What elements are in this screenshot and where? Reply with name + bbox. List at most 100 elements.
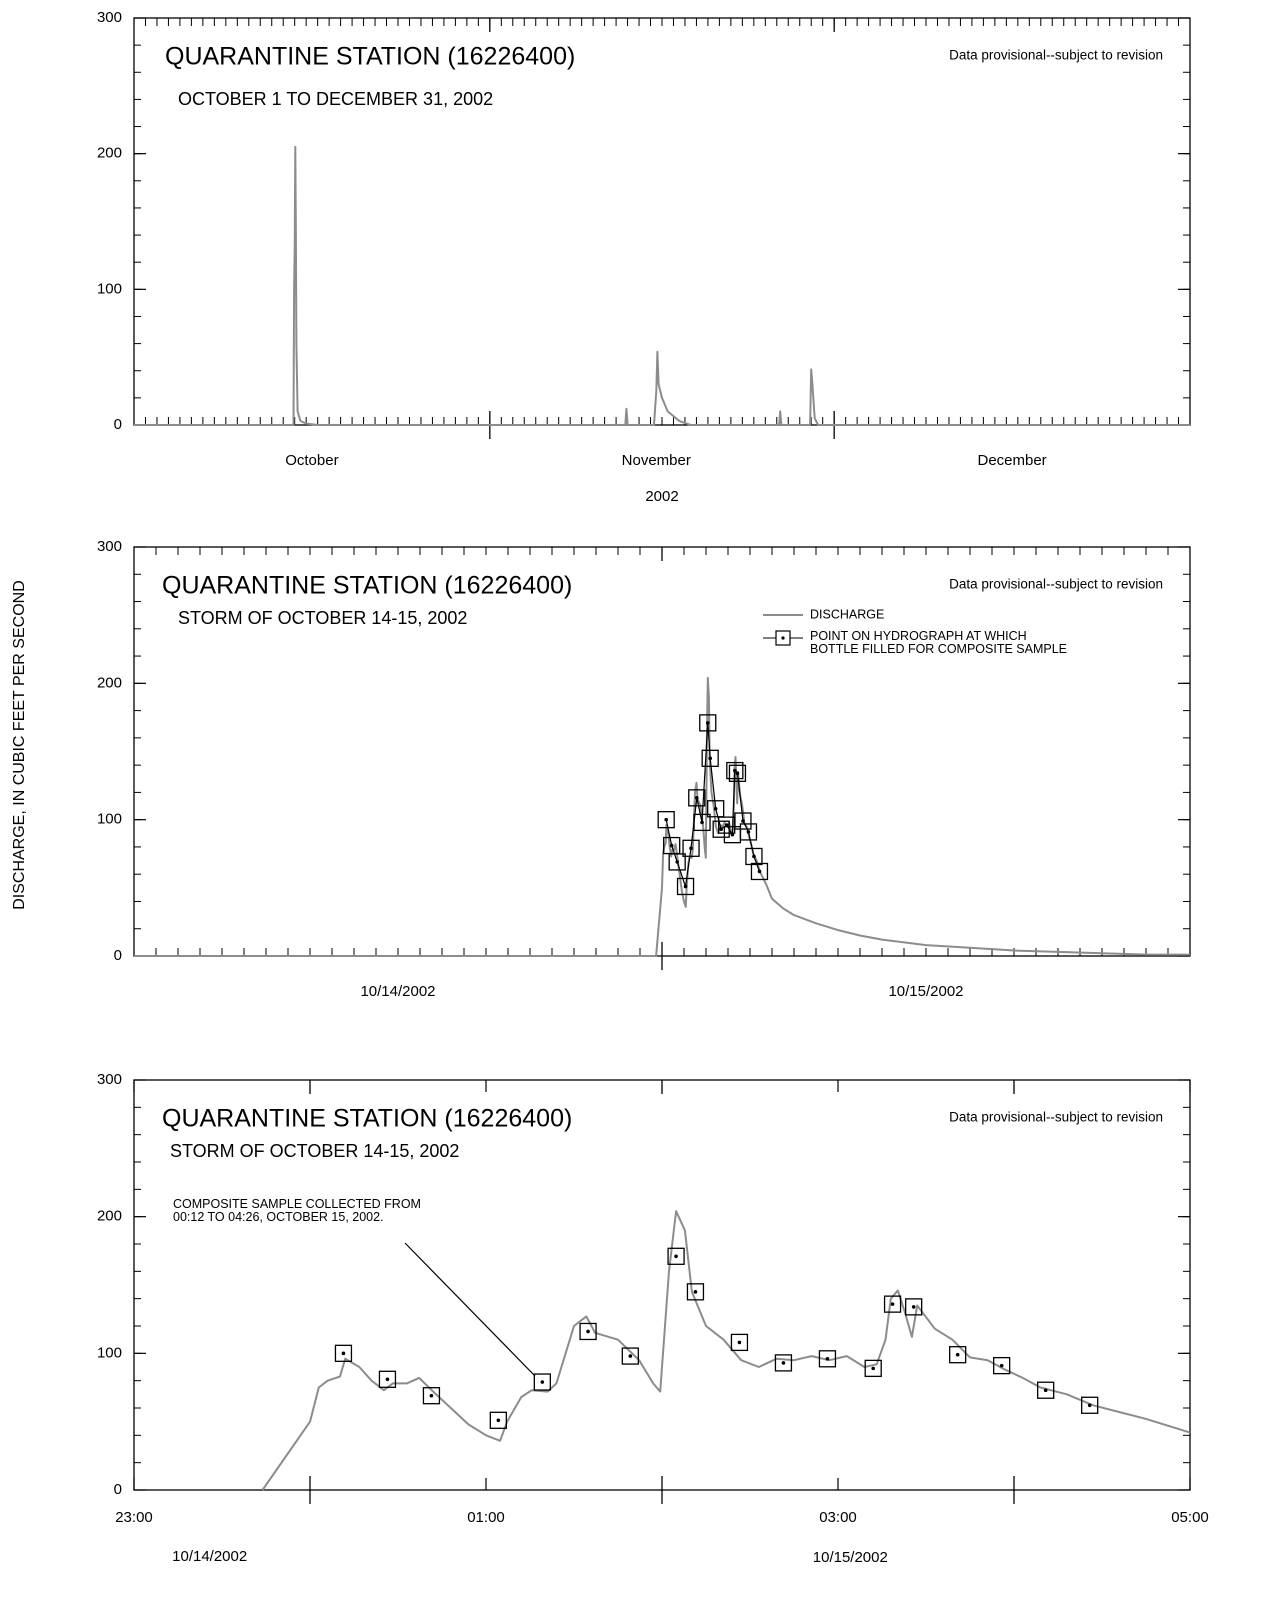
sample-dot	[675, 860, 679, 864]
sample-dot	[700, 820, 704, 825]
sample-point	[657, 811, 675, 829]
sample-dot	[871, 1366, 875, 1371]
sample-point	[734, 812, 752, 830]
sample-point	[745, 847, 763, 866]
panel-subtitle: STORM OF OCTOBER 14-15, 2002	[178, 608, 467, 628]
sample-point	[750, 862, 769, 881]
sample-point	[774, 1354, 793, 1372]
sample-point	[707, 800, 725, 818]
sample-dot	[741, 819, 745, 823]
sample-dot	[737, 1340, 742, 1345]
sample-point	[818, 1350, 837, 1368]
sample-point	[728, 764, 747, 782]
x-tick-label: 23:00	[115, 1509, 153, 1526]
series-group	[261, 1210, 1191, 1491]
sample-point	[676, 877, 695, 896]
legend-label: DISCHARGE	[810, 607, 884, 621]
sample-dot	[825, 1357, 830, 1361]
x-tick-label: 10/14/2002	[360, 983, 435, 1000]
discharge-line	[134, 145, 1190, 426]
sample-point	[949, 1346, 967, 1364]
x-tick-label: 01:00	[467, 1509, 505, 1526]
annotation-box: COMPOSITE SAMPLE COLLECTED FROM 00:12 TO…	[173, 1198, 421, 1224]
y-tick-label: 100	[97, 1344, 122, 1361]
sample-dot	[955, 1352, 960, 1357]
plot-frame	[133, 17, 1191, 426]
sample-dot	[694, 796, 699, 800]
sample-point	[993, 1356, 1011, 1375]
sample-dot	[705, 721, 710, 725]
sample-dot	[757, 869, 762, 874]
sample-point	[905, 1298, 923, 1316]
sample-dot	[730, 832, 735, 837]
sample-dot	[540, 1380, 545, 1384]
discharge-line	[261, 1210, 1191, 1491]
panel-subtitle: STORM OF OCTOBER 14-15, 2002	[170, 1141, 459, 1161]
sample-dot	[429, 1393, 434, 1398]
sample-dot	[669, 843, 674, 848]
sample-point	[1081, 1396, 1099, 1414]
panel-note: Data provisional--subject to revision	[949, 577, 1163, 592]
sample-point	[693, 813, 711, 832]
y-tick-label: 100	[97, 811, 122, 828]
sample-dot	[911, 1305, 916, 1309]
sample-dot	[341, 1351, 346, 1356]
sample-point	[864, 1359, 882, 1378]
sample-point	[730, 1333, 749, 1352]
sample-point	[579, 1322, 597, 1341]
y-tick-label: 200	[97, 674, 122, 691]
sample-dot	[1087, 1403, 1092, 1408]
panel-title: QUARANTINE STATION (16226400)	[165, 43, 575, 71]
sample-point	[422, 1387, 441, 1405]
x-tick-label: December	[977, 452, 1046, 469]
sample-point	[682, 839, 700, 857]
x-date-label: 10/15/2002	[813, 1549, 888, 1566]
y-tick-label: 300	[97, 538, 122, 555]
sample-dot	[781, 1361, 786, 1365]
sample-dot	[385, 1377, 390, 1382]
sample-point	[621, 1347, 639, 1365]
series-group	[134, 145, 1190, 426]
sample-dot	[586, 1329, 590, 1334]
sample-dot	[664, 817, 668, 822]
sample-dot	[752, 854, 756, 859]
sample-dot	[890, 1302, 895, 1306]
x-date-label: 10/14/2002	[172, 1548, 247, 1565]
x-tick-label: November	[622, 452, 691, 469]
y-tick-label: 200	[97, 1208, 122, 1225]
panel-title: QUARANTINE STATION (16226400)	[162, 572, 572, 600]
sample-point	[712, 820, 730, 838]
panel-title: QUARANTINE STATION (16226400)	[162, 1105, 572, 1133]
panel-note: Data provisional--subject to revision	[949, 48, 1163, 63]
y-tick-label: 0	[114, 416, 122, 433]
sample-dot	[683, 884, 688, 889]
sample-dot	[713, 806, 718, 811]
sample-dot	[689, 846, 693, 851]
sample-point	[378, 1370, 397, 1388]
sample-point	[668, 853, 686, 871]
x-tick-label: October	[285, 452, 338, 469]
x-tick-label: 10/15/2002	[888, 983, 963, 1000]
sample-dot	[708, 756, 712, 761]
y-tick-label: 200	[97, 145, 122, 162]
sample-dot	[693, 1290, 698, 1294]
legend-label: POINT ON HYDROGRAPH AT WHICH BOTTLE FILL…	[810, 630, 1067, 656]
sample-point	[699, 714, 717, 732]
sample-point	[883, 1295, 902, 1313]
sample-point	[686, 1283, 705, 1301]
x-tick-label: 03:00	[819, 1509, 857, 1526]
y-tick-label: 0	[114, 1481, 122, 1498]
sample-dot	[735, 771, 740, 776]
sample-point	[334, 1344, 353, 1362]
x-axis-label: 2002	[645, 488, 678, 505]
sample-point	[739, 823, 758, 841]
legend-label-box: POINT ON HYDROGRAPH AT WHICH BOTTLE FILL…	[810, 630, 1067, 656]
sample-point	[726, 761, 744, 780]
y-tick-label: 300	[97, 9, 122, 26]
y-axis-label: DISCHARGE, IN CUBIC FEET PER SECOND	[11, 580, 28, 910]
sample-dot	[733, 768, 737, 773]
panel-note: Data provisional--subject to revision	[949, 1110, 1163, 1125]
sample-point	[1037, 1381, 1055, 1399]
sample-point	[701, 749, 719, 767]
